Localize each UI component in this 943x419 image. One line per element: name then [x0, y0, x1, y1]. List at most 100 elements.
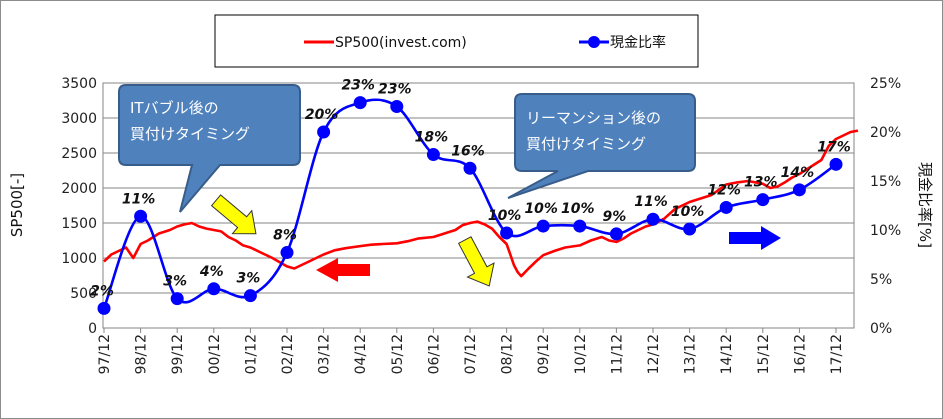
cash-ratio-label: 10%	[671, 204, 705, 220]
cash-ratio-point-17/12	[829, 157, 843, 171]
cash-ratio-point-05/12	[390, 100, 404, 114]
cash-ratio-label: 10%	[524, 201, 558, 217]
cash-ratio-label: 17%	[817, 139, 851, 155]
callout-lehman-line2: 買付けタイミング	[526, 135, 646, 153]
y-left-tick-label: 0	[88, 321, 97, 337]
cash-ratio-point-15/12	[756, 193, 770, 207]
x-tick-label: 03/12	[317, 334, 333, 374]
cash-ratio-point-99/12	[170, 292, 184, 306]
cash-ratio-label: 23%	[378, 82, 412, 98]
x-tick-label: 00/12	[207, 334, 223, 374]
y-right-tick-label: 20%	[870, 125, 901, 141]
callout-it-bubble-line2: 買付けタイミング	[130, 125, 250, 143]
legend-cash-swatch-marker	[588, 36, 600, 48]
legend: SP500(invest.com) 現金比率	[214, 14, 699, 68]
x-tick-label: 06/12	[426, 334, 442, 374]
legend-box	[214, 14, 699, 68]
cash-ratio-point-13/12	[683, 222, 697, 236]
y-axis-right-title: 現金比率[%]	[916, 162, 934, 248]
cash-ratio-point-00/12	[207, 282, 221, 296]
cash-ratio-point-16/12	[792, 183, 806, 197]
cash-data-labels: 2%11%3%4% 3%8%20%23% 23%18%16%10% 10% 10% 9%1…	[90, 78, 851, 300]
cash-ratio-label: 20%	[305, 107, 339, 123]
y-right-tick-label: 10%	[870, 223, 901, 239]
sp500-line	[103, 129, 859, 278]
callout-it-bubble: ITバブル後の 買付けタイミング	[118, 84, 301, 213]
cash-ratio-point-12/12	[646, 212, 660, 226]
cash-ratio-point-10/12	[573, 219, 587, 233]
cash-ratio-label: 12%	[707, 182, 741, 198]
cash-ratio-point-03/12	[317, 125, 331, 139]
y-right-tick-label: 15%	[870, 174, 901, 190]
y-left-tick-label: 3000	[61, 111, 97, 127]
y-left-tick-label: 2000	[61, 181, 97, 197]
x-tick-label: 13/12	[683, 334, 699, 374]
x-tick-label: 05/12	[390, 334, 406, 374]
x-tick-label: 14/12	[719, 334, 735, 374]
y-left-tick-label: 1000	[61, 251, 97, 267]
arrow-red-left-shape	[316, 258, 370, 282]
x-tick-label: 12/12	[646, 334, 662, 374]
cash-ratio-point-08/12	[500, 226, 514, 240]
y-axis-right-ticks: 0% 5% 10% 15% 20% 25%	[870, 76, 901, 337]
x-tick-label: 97/12	[97, 334, 113, 374]
cash-ratio-label: 10%	[561, 201, 595, 217]
cash-ratio-point-04/12	[353, 96, 367, 110]
y-right-tick-label: 25%	[870, 76, 901, 92]
callout-lehman-shape	[507, 93, 696, 199]
cash-ratio-point-97/12	[97, 301, 111, 315]
cash-ratio-point-14/12	[719, 200, 733, 214]
cash-ratio-label: 11%	[634, 194, 668, 210]
series-sp500	[103, 129, 859, 278]
x-tick-label: 01/12	[243, 334, 259, 374]
x-tick-label: 04/12	[353, 334, 369, 374]
callout-it-bubble-shape	[118, 84, 301, 213]
x-tick-label: 16/12	[792, 334, 808, 374]
cash-ratio-label: 3%	[237, 271, 261, 287]
cash-ratio-label: 9%	[603, 209, 627, 225]
x-tick-label: 15/12	[756, 334, 772, 374]
callout-lehman: リーマンション後の 買付けタイミング	[507, 93, 696, 199]
x-tick-label: 11/12	[609, 334, 625, 374]
y-right-tick-label: 0%	[870, 321, 892, 337]
x-axis-ticks: 97/12 98/12 99/12 00/12 01/12 02/12 03/12 04/12…	[97, 328, 845, 374]
cash-ratio-label: 8%	[273, 228, 297, 244]
plot-area	[102, 82, 855, 329]
arrow-yellow-1-shape	[210, 194, 257, 235]
cash-ratio-point-01/12	[243, 289, 257, 303]
y-left-tick-label: 3500	[61, 76, 97, 92]
x-tick-label: 98/12	[134, 334, 150, 374]
arrow-red-left	[316, 258, 370, 282]
callout-lehman-line1: リーマンション後の	[526, 109, 661, 127]
series-cash	[97, 96, 843, 315]
cash-ratio-label: 23%	[341, 78, 375, 94]
y-left-tick-label: 2500	[61, 146, 97, 162]
arrow-blue-right	[729, 226, 781, 250]
y-right-tick-label: 5%	[870, 272, 892, 288]
y-left-tick-label: 500	[70, 286, 97, 302]
legend-cash-label: 現金比率	[610, 34, 666, 51]
cash-ratio-label: 18%	[415, 130, 449, 146]
cash-ratio-point-07/12	[463, 161, 477, 175]
arrow-blue-right-shape	[729, 226, 781, 250]
cash-ratio-label: 14%	[781, 165, 815, 181]
x-tick-label: 09/12	[536, 334, 552, 374]
cash-ratio-point-98/12	[134, 209, 148, 223]
cash-ratio-label: 4%	[199, 264, 224, 280]
cash-ratio-label: 3%	[163, 274, 187, 290]
cash-ratio-label: 16%	[451, 143, 485, 159]
y-axis-left-ticks: 0 500 1000 1500 2000 2500 3000 3500	[61, 76, 97, 337]
cash-ratio-point-09/12	[536, 219, 550, 233]
arrow-yellow-1	[210, 194, 257, 235]
cash-ratio-point-02/12	[280, 246, 294, 260]
cash-ratio-label: 2%	[90, 283, 114, 299]
x-tick-label: 02/12	[280, 334, 296, 374]
y-axis-left-title: SP500[-]	[8, 173, 26, 237]
arrow-yellow-2	[457, 236, 495, 287]
callout-it-bubble-line1: ITバブル後の	[130, 99, 219, 117]
cash-ratio-point-11/12	[609, 227, 623, 241]
y-left-tick-label: 1500	[61, 216, 97, 232]
